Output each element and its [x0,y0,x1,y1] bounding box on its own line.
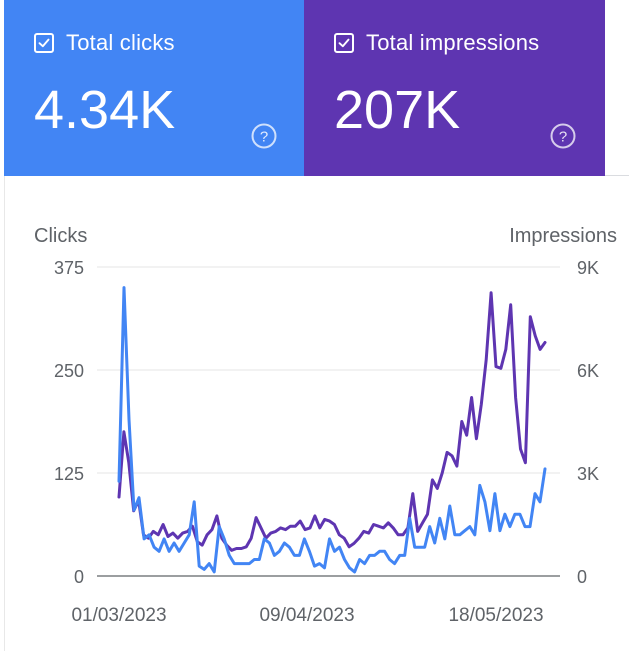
performance-chart-svg: 375 9K 250 6K 125 3K 0 0 Clicks Impressions 01/03/… [34,225,617,626]
help-circle-icon[interactable]: ? [549,122,577,150]
x-axis-tick-label: 18/05/2023 [448,605,543,626]
left-axis-tick-label: 250 [54,361,84,381]
right-axis-tick-label: 9K [577,258,599,278]
total-clicks-header: Total clicks [34,30,175,56]
right-axis-title: Impressions [509,225,617,247]
divider [4,176,5,651]
performance-chart: 375 9K 250 6K 125 3K 0 0 Clicks Impressions 01/03/… [0,176,629,651]
svg-text:?: ? [260,129,268,146]
total-clicks-label: Total clicks [66,30,175,55]
clicks-series-line [117,286,547,574]
left-axis-title: Clicks [34,225,87,247]
x-axis-tick-label: 01/03/2023 [71,605,166,626]
total-impressions-label: Total impressions [366,30,540,55]
left-axis-tick-label: 125 [54,464,84,484]
total-clicks-value: 4.34K [34,80,176,140]
total-impressions-value: 207K [334,80,461,140]
total-impressions-header: Total impressions [334,30,539,56]
svg-text:?: ? [559,129,567,146]
metric-cards: Total clicks 4.34K ? Total impressions 2… [0,0,629,176]
right-axis-tick-label: 6K [577,361,599,381]
right-axis-tick-label: 3K [577,464,599,484]
help-circle-icon[interactable]: ? [250,122,278,150]
checkbox-checked-icon[interactable] [334,33,354,53]
checkbox-checked-icon[interactable] [34,33,54,53]
divider [605,175,629,176]
total-clicks-card[interactable]: Total clicks 4.34K ? [4,0,304,176]
impressions-series-line [117,291,547,552]
right-axis-tick-label: 0 [577,567,587,587]
total-impressions-card[interactable]: Total impressions 207K ? [304,0,605,176]
x-axis-tick-label: 09/04/2023 [259,605,354,626]
left-axis-tick-label: 375 [54,258,84,278]
left-axis-tick-label: 0 [74,567,84,587]
